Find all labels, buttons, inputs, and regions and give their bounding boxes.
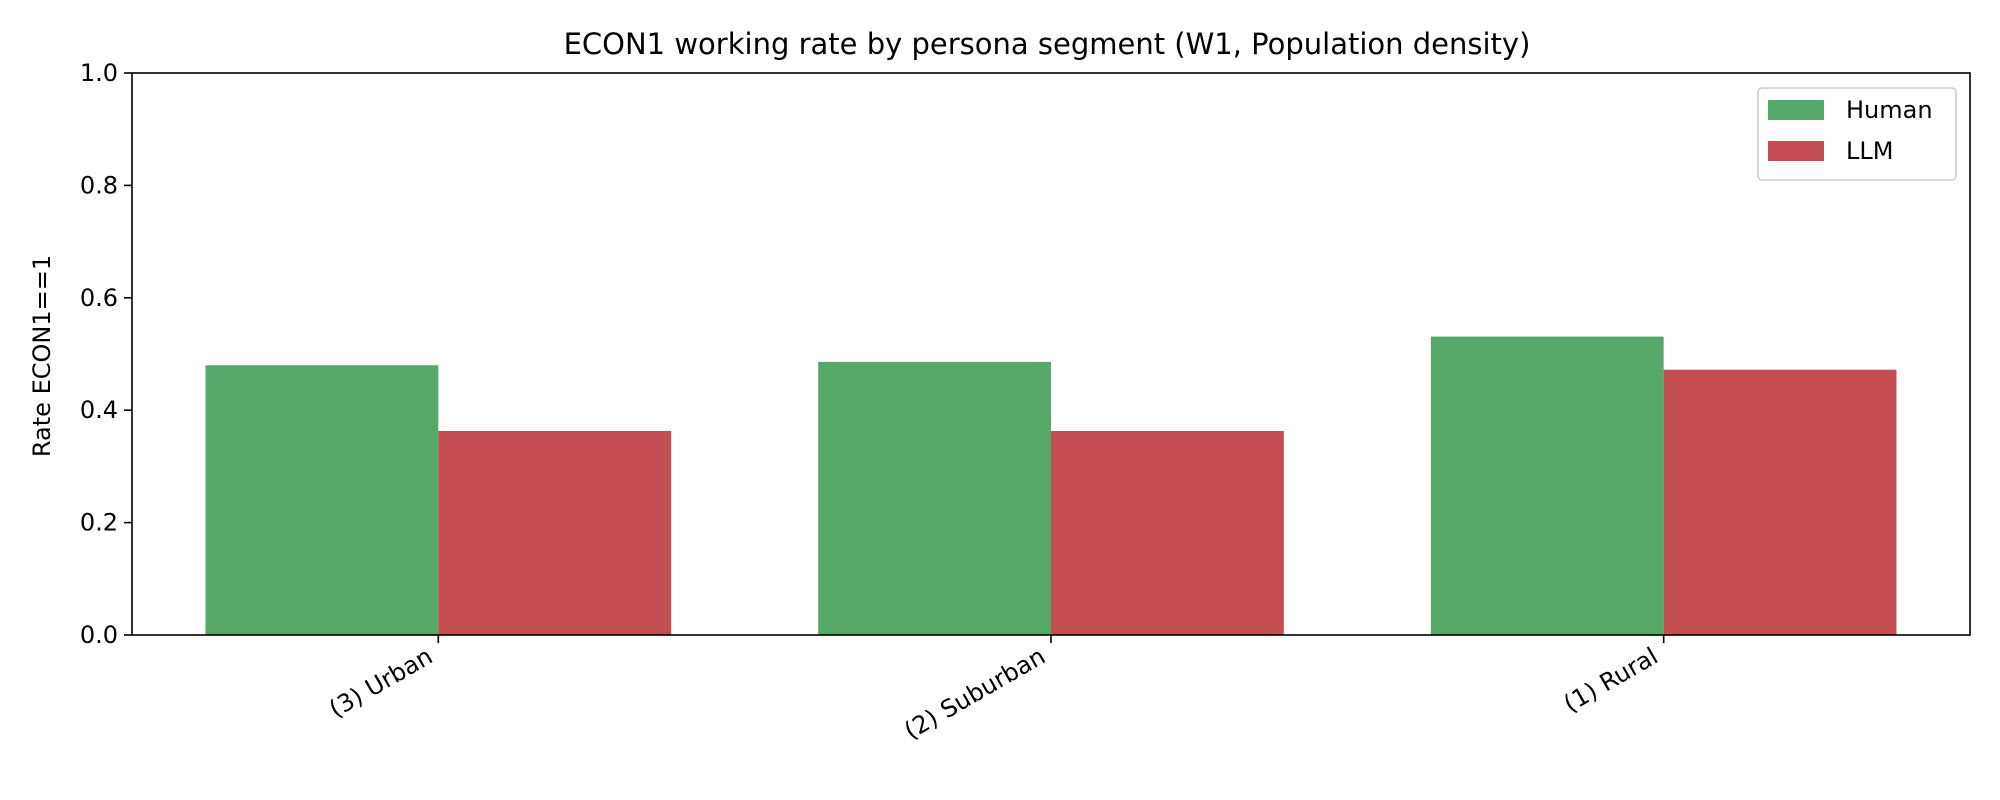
- y-tick-label: 0.6: [80, 284, 118, 312]
- y-tick-label: 0.4: [80, 396, 118, 424]
- legend-label-llm: LLM: [1846, 137, 1893, 165]
- legend-label-human: Human: [1846, 96, 1933, 124]
- bar-llm-0: [438, 430, 672, 635]
- bar-llm-2: [1663, 369, 1897, 635]
- chart-title: ECON1 working rate by persona segment (W…: [564, 27, 1531, 61]
- bar-human-2: [1430, 336, 1664, 635]
- y-tick-label: 0.8: [80, 171, 118, 199]
- bar-llm-1: [1051, 430, 1284, 635]
- y-axis: 0.0 0.2 0.4 0.6 0.8 1.0: [80, 59, 132, 649]
- y-tick-label: 0.0: [80, 621, 118, 649]
- x-tick-label: (1) Rural: [1559, 642, 1663, 718]
- y-tick-label: 0.2: [80, 509, 118, 537]
- x-tick-label: (3) Urban: [324, 642, 437, 723]
- y-axis-title: Rate ECON1==1: [28, 255, 56, 457]
- y-tick-label: 1.0: [80, 59, 118, 87]
- plot-frame: [131, 72, 1971, 636]
- x-tick-label: (2) Suburban: [900, 642, 1050, 745]
- legend-swatch-human: [1768, 100, 1824, 120]
- bar-human-1: [818, 361, 1051, 635]
- legend: Human LLM: [1757, 87, 1957, 181]
- bar-human-0: [205, 365, 439, 635]
- legend-swatch-llm: [1768, 141, 1824, 161]
- bars-group: [205, 336, 1897, 635]
- x-axis: (3) Urban (2) Suburban (1) Rural: [324, 635, 1665, 745]
